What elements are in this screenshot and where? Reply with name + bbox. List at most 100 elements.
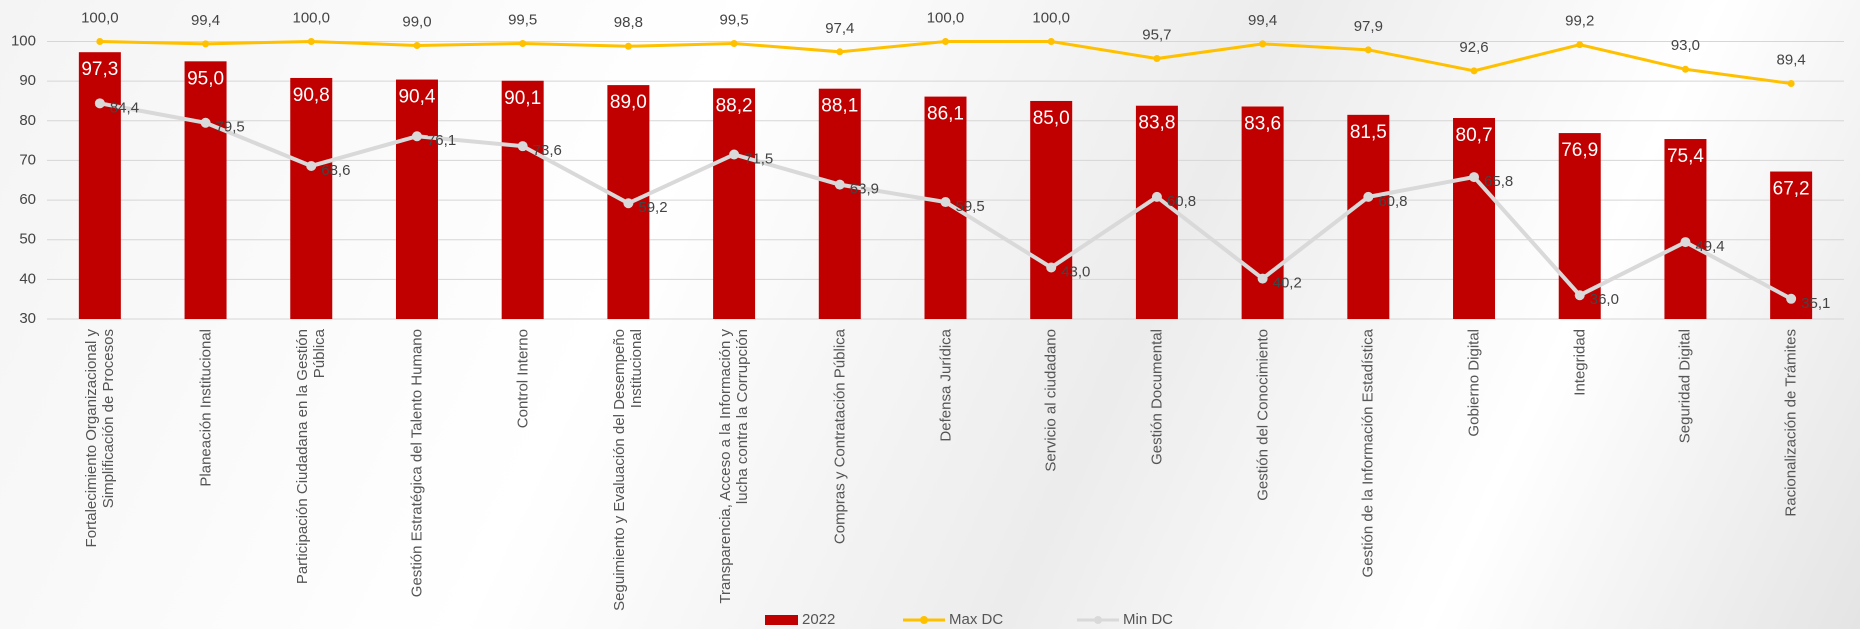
- line-point: [1363, 191, 1374, 202]
- line-value-label: 89,4: [1777, 51, 1806, 68]
- line-value-label: 60,8: [1378, 193, 1407, 210]
- bar: [1030, 100, 1073, 319]
- x-tick-label: Compras y Contratación Pública: [831, 329, 849, 545]
- line-point: [413, 41, 421, 49]
- bar-value-label: 90,4: [398, 87, 435, 108]
- line-point: [1786, 293, 1797, 304]
- bar-value-label: 97,3: [81, 59, 118, 80]
- line-value-label: 60,8: [1167, 193, 1196, 210]
- x-tick-label: Planeación Institucional: [197, 329, 215, 487]
- line-value-label: 35,1: [1801, 295, 1830, 312]
- bar: [1664, 139, 1707, 319]
- line-point: [1469, 172, 1480, 183]
- legend-label: Max DC: [949, 611, 1003, 628]
- line-value-label: 59,5: [956, 198, 985, 215]
- bar: [78, 52, 121, 319]
- line-value-label: 93,0: [1671, 37, 1700, 54]
- line-value-label: 99,5: [719, 11, 748, 28]
- line-value-label: 63,9: [850, 181, 879, 198]
- line-point: [96, 38, 104, 45]
- bar-value-label: 76,9: [1561, 140, 1598, 161]
- legend-swatch: [765, 615, 798, 625]
- line-point: [940, 197, 951, 208]
- x-tick-label: Gestión de la Información Estadística: [1359, 329, 1377, 578]
- legend-swatch: [1094, 616, 1102, 624]
- line-value-label: 97,4: [825, 20, 854, 37]
- line-point: [411, 131, 422, 142]
- x-tick-label: Racionalización de Trámites: [1782, 329, 1800, 517]
- bar: [184, 61, 227, 319]
- line-point: [730, 39, 738, 47]
- line-point: [1046, 262, 1057, 273]
- bar: [290, 77, 333, 319]
- y-tick-label: 70: [19, 151, 36, 168]
- x-tick-label: Defensa Jurídica: [937, 329, 954, 442]
- line-value-label: 40,2: [1273, 275, 1302, 292]
- legend-label: Min DC: [1123, 611, 1173, 628]
- line-value-label: 100,0: [927, 9, 965, 26]
- line-value-label: 100,0: [81, 9, 119, 26]
- line-value-label: 99,5: [508, 11, 537, 28]
- bar-value-label: 86,1: [927, 104, 964, 125]
- x-tick-label: Servicio al ciudadano: [1042, 329, 1060, 472]
- line-point: [202, 40, 210, 48]
- line-value-label: 100,0: [292, 9, 330, 26]
- line-value-label: 71,5: [744, 150, 773, 167]
- bar-value-label: 85,0: [1033, 108, 1070, 129]
- legend-label: 2022: [802, 611, 835, 628]
- line-point: [729, 149, 740, 160]
- line-point: [1574, 290, 1585, 301]
- line-value-label: 99,0: [402, 13, 431, 30]
- bar-value-label: 88,1: [821, 96, 858, 117]
- bar: [1347, 114, 1390, 319]
- x-tick-label: Seguridad Digital: [1676, 329, 1694, 444]
- line-value-label: 99,4: [191, 12, 220, 29]
- bar: [395, 79, 438, 319]
- x-tick-label: Gestión del Conocimiento: [1254, 329, 1272, 501]
- bar-value-label: 67,2: [1773, 179, 1810, 200]
- bar-value-label: 81,5: [1350, 122, 1387, 143]
- line-point: [1680, 237, 1691, 248]
- line-value-label: 36,0: [1590, 291, 1619, 308]
- bar: [818, 88, 861, 319]
- line-value-label: 73,6: [533, 142, 562, 159]
- x-tick-label: Participación Ciudadana en la Gestión Pú…: [294, 329, 329, 585]
- line-point: [942, 38, 949, 45]
- bar-value-label: 90,1: [504, 88, 541, 109]
- line-point: [1151, 191, 1162, 202]
- bar: [1453, 118, 1496, 319]
- line-value-label: 99,2: [1565, 13, 1594, 30]
- bar-value-label: 80,7: [1456, 125, 1493, 146]
- bar: [1241, 106, 1284, 319]
- y-tick-label: 60: [19, 191, 36, 208]
- line-point: [1787, 80, 1795, 88]
- line-point: [306, 160, 317, 171]
- line-value-label: 92,6: [1459, 39, 1488, 56]
- line-value-label: 99,4: [1248, 12, 1277, 29]
- line-point: [517, 141, 528, 152]
- line-value-label: 79,5: [216, 119, 245, 136]
- bar-value-label: 90,8: [293, 85, 330, 106]
- line-point: [623, 198, 634, 209]
- bar: [1135, 105, 1178, 319]
- line-point: [1576, 41, 1584, 49]
- line-value-label: 59,2: [638, 199, 667, 216]
- bar-value-label: 75,4: [1667, 146, 1704, 167]
- line-value-label: 76,1: [427, 132, 456, 149]
- line-point: [834, 179, 845, 190]
- line-value-label: 43,0: [1061, 263, 1090, 280]
- line-value-label: 100,0: [1032, 9, 1070, 26]
- line: [99, 39, 1792, 86]
- bar-value-label: 83,8: [1138, 113, 1175, 134]
- bar-value-label: 89,0: [610, 92, 647, 113]
- line-value-label: 98,8: [614, 14, 643, 31]
- line-point: [1681, 65, 1689, 73]
- line-point: [200, 117, 211, 128]
- x-tick-label: Gestión Documental: [1148, 329, 1166, 465]
- line-point: [519, 39, 527, 47]
- line-point: [1259, 40, 1267, 48]
- line-point: [1257, 273, 1268, 284]
- y-tick-label: 90: [19, 72, 36, 89]
